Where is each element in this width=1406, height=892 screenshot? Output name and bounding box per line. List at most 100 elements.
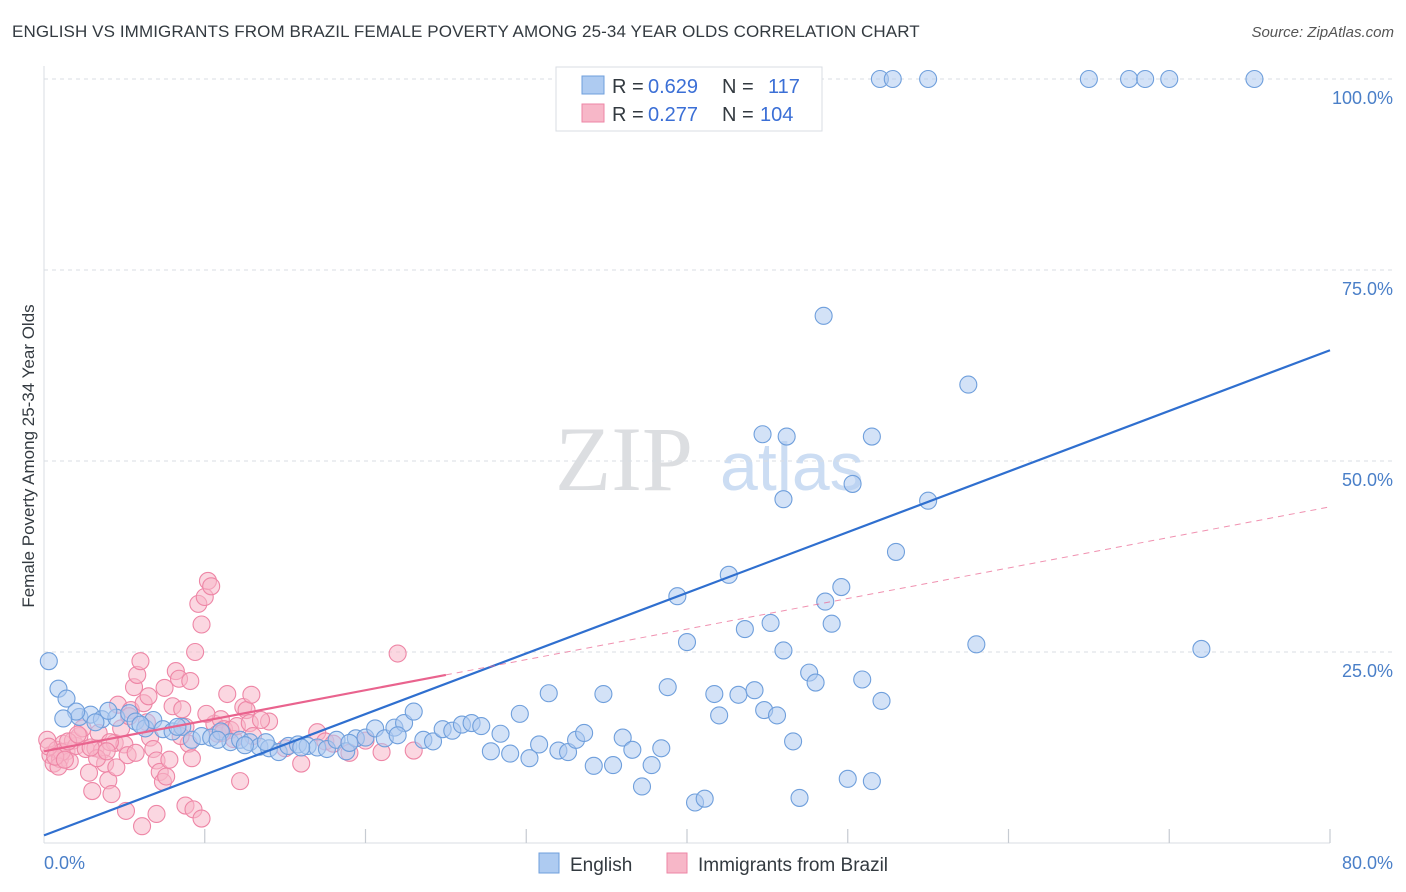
brazil-point-89 xyxy=(97,742,116,761)
english-point-63 xyxy=(652,739,671,758)
english-point-51 xyxy=(539,684,558,703)
chart-title: ENGLISH VS IMMIGRANTS FROM BRAZIL FEMALE… xyxy=(12,22,920,41)
english-point-105 xyxy=(1120,69,1139,89)
english-point-95 xyxy=(959,375,978,394)
brazil-point-87 xyxy=(68,725,87,744)
watermark-zip: ZIP xyxy=(555,408,693,510)
english-point-77 xyxy=(767,706,787,725)
english-point-102 xyxy=(883,69,902,89)
brazil-point-38 xyxy=(160,750,179,769)
english-point-113 xyxy=(208,730,227,749)
english-point-58 xyxy=(604,756,623,775)
english-point-119 xyxy=(54,709,73,728)
brazil-trend-extension xyxy=(445,506,1331,676)
english-point-2 xyxy=(57,689,76,708)
watermark: ZIP atlas xyxy=(555,408,864,510)
brazil-point-37 xyxy=(157,767,176,786)
english-point-98 xyxy=(777,427,796,446)
brazil-point-29 xyxy=(131,652,150,671)
english-point-117 xyxy=(340,733,359,752)
english-point-73 xyxy=(735,620,754,639)
english-point-46 xyxy=(491,724,510,743)
brazil-point-77 xyxy=(133,817,152,836)
y-axis-label: Female Poverty Among 25-34 Year Olds xyxy=(19,304,38,607)
english-point-97 xyxy=(753,425,772,444)
english-point-57 xyxy=(594,684,613,704)
english-point-106 xyxy=(1136,69,1155,89)
english-point-103 xyxy=(919,69,938,89)
english-point-92 xyxy=(967,635,986,654)
english-point-56 xyxy=(584,756,603,775)
english-point-89 xyxy=(872,691,891,710)
english-point-0 xyxy=(39,652,58,671)
english-point-88 xyxy=(862,772,881,791)
brazil-point-45 xyxy=(182,749,201,768)
english-point-72 xyxy=(729,685,748,704)
english-trend-line xyxy=(43,349,1331,837)
brazil-r-value: 0.277 xyxy=(648,104,698,126)
english-point-85 xyxy=(832,578,851,597)
english-point-94 xyxy=(814,306,833,325)
english-point-87 xyxy=(853,670,872,689)
english-point-78 xyxy=(774,641,793,660)
brazil-point-60 xyxy=(231,772,250,791)
brazil-point-102 xyxy=(107,758,126,777)
brazil-series xyxy=(38,571,423,836)
english-point-93 xyxy=(1192,639,1211,658)
english-series xyxy=(39,69,1264,812)
brazil-point-74 xyxy=(388,644,407,663)
brazil-n-label: N = xyxy=(722,104,754,126)
english-point-104 xyxy=(1079,69,1098,89)
english-point-115 xyxy=(256,733,275,752)
brazil-point-67 xyxy=(292,754,311,773)
english-point-37 xyxy=(404,702,423,721)
english-point-118 xyxy=(388,726,407,745)
english-point-96 xyxy=(862,427,881,446)
english-point-74 xyxy=(745,681,764,700)
english-n-value: 117 xyxy=(768,76,800,98)
legend-english-swatch xyxy=(538,852,560,874)
brazil-point-103 xyxy=(126,743,145,762)
brazil-point-97 xyxy=(181,671,200,691)
english-point-55 xyxy=(575,723,594,743)
brazil-point-56 xyxy=(218,684,237,704)
english-r-label: R = xyxy=(612,76,644,98)
brazil-point-78 xyxy=(147,804,166,824)
legend-brazil-swatch xyxy=(666,852,688,874)
brazil-point-42 xyxy=(173,700,192,719)
english-point-84 xyxy=(822,614,841,633)
english-point-80 xyxy=(790,788,809,807)
english-point-100 xyxy=(843,474,862,493)
english-point-64 xyxy=(658,678,677,697)
brazil-point-101 xyxy=(251,710,271,730)
y-tick-label-100: 100.0% xyxy=(1332,88,1393,108)
english-point-70 xyxy=(710,706,729,725)
y-tick-labels: 100.0% 75.0% 50.0% 25.0% xyxy=(1332,88,1393,681)
y-tick-label-75: 75.0% xyxy=(1342,279,1393,299)
brazil-point-92 xyxy=(55,750,74,769)
english-point-66 xyxy=(677,633,697,652)
english-point-69 xyxy=(705,684,724,704)
brazil-point-95 xyxy=(155,678,174,697)
english-point-79 xyxy=(784,732,803,751)
trend-lines xyxy=(43,349,1331,837)
brazil-point-14 xyxy=(83,781,102,801)
brazil-n-value: 104 xyxy=(760,104,793,126)
english-r-value: 0.629 xyxy=(648,76,698,98)
english-point-50 xyxy=(530,735,549,754)
y-tick-label-25: 25.0% xyxy=(1342,661,1393,681)
english-swatch xyxy=(581,75,605,95)
english-point-86 xyxy=(838,769,857,788)
english-point-45 xyxy=(481,742,500,761)
english-point-60 xyxy=(623,740,642,759)
english-point-110 xyxy=(99,701,118,720)
brazil-point-48 xyxy=(192,615,211,634)
brazil-point-46 xyxy=(186,642,205,662)
english-point-61 xyxy=(632,777,652,796)
brazil-point-51 xyxy=(202,577,221,596)
legend-brazil-label: Immigrants from Brazil xyxy=(698,855,888,876)
english-point-99 xyxy=(774,490,793,509)
english-point-120 xyxy=(86,713,105,732)
brazil-point-100 xyxy=(242,685,261,704)
